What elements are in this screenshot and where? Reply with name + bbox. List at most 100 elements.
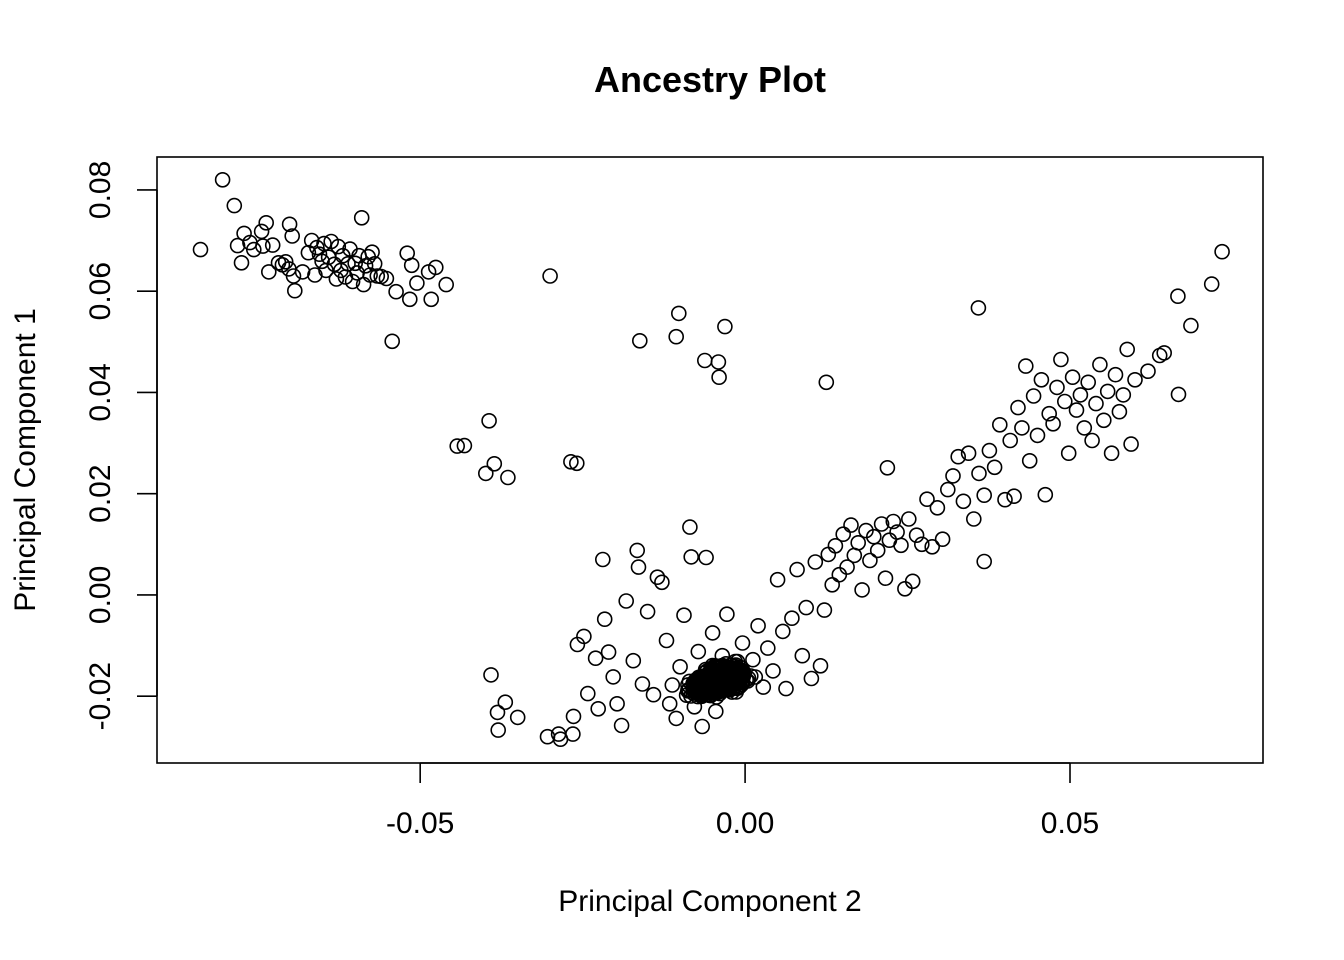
data-point xyxy=(698,549,714,566)
y-tick-label: -0.02 xyxy=(84,662,117,730)
data-point xyxy=(672,658,688,675)
data-point xyxy=(649,569,666,586)
y-axis: -0.02 0.00 0.02 0.04 0.06 0.08 xyxy=(84,161,158,730)
data-point xyxy=(344,273,361,290)
data-point xyxy=(924,538,941,555)
x-tick-label: 0.05 xyxy=(1041,807,1099,840)
data-point xyxy=(618,593,635,609)
data-point xyxy=(1021,452,1038,469)
data-point xyxy=(1092,356,1108,373)
data-point xyxy=(1006,488,1022,505)
data-point xyxy=(696,352,713,369)
data-point xyxy=(820,546,837,563)
data-point xyxy=(824,576,841,593)
data-point xyxy=(879,459,896,476)
data-point xyxy=(778,680,794,697)
data-point xyxy=(1107,366,1124,383)
data-point xyxy=(1033,371,1050,388)
data-point xyxy=(803,670,820,687)
data-point xyxy=(366,255,383,272)
x-axis: -0.05 0.00 0.05 xyxy=(386,762,1099,840)
data-point xyxy=(542,268,558,284)
data-point xyxy=(676,607,692,624)
data-point xyxy=(477,465,494,482)
data-point xyxy=(378,270,395,287)
data-point xyxy=(260,264,277,280)
data-point xyxy=(629,542,646,559)
y-tick-label: 0.02 xyxy=(84,464,117,522)
data-point xyxy=(670,305,687,322)
data-point xyxy=(294,264,311,280)
data-point xyxy=(839,559,855,575)
data-point xyxy=(1170,386,1187,403)
data-point xyxy=(877,570,894,587)
data-point xyxy=(850,534,867,551)
data-point xyxy=(913,536,930,553)
data-point xyxy=(858,522,874,539)
data-point xyxy=(1203,276,1220,292)
data-point xyxy=(854,582,870,598)
data-point xyxy=(1060,445,1077,462)
data-point xyxy=(945,468,961,484)
data-point xyxy=(678,687,695,704)
data-point xyxy=(340,255,356,272)
data-point xyxy=(789,561,805,578)
data-point xyxy=(233,254,250,271)
data-point xyxy=(755,679,772,695)
data-point xyxy=(658,632,675,649)
data-point xyxy=(311,246,328,262)
data-point xyxy=(1072,387,1089,403)
data-point xyxy=(427,259,444,276)
data-point xyxy=(634,676,651,692)
data-point xyxy=(807,554,824,570)
data-point xyxy=(724,684,740,700)
data-point xyxy=(734,635,751,651)
data-point xyxy=(690,643,707,660)
data-point xyxy=(388,283,404,300)
data-point xyxy=(423,291,440,308)
data-point xyxy=(784,610,800,627)
data-point xyxy=(307,267,323,283)
data-point xyxy=(489,704,506,721)
data-point xyxy=(908,527,925,544)
data-point xyxy=(645,686,662,703)
data-point xyxy=(596,611,613,628)
data-point xyxy=(976,487,993,504)
data-point xyxy=(609,695,625,712)
data-point xyxy=(700,678,717,694)
data-point xyxy=(997,491,1013,508)
data-point xyxy=(893,537,909,554)
data-point xyxy=(739,673,756,689)
y-axis-label: Principal Component 1 xyxy=(9,308,42,612)
data-point xyxy=(1064,369,1081,386)
data-point xyxy=(403,257,420,274)
data-point xyxy=(971,465,987,482)
data-point xyxy=(1068,402,1085,418)
data-point xyxy=(401,291,418,308)
data-point xyxy=(236,225,252,242)
y-tick-label: 0.00 xyxy=(84,566,117,624)
data-point xyxy=(630,559,647,575)
data-point xyxy=(869,542,886,559)
data-point xyxy=(449,438,466,454)
data-point xyxy=(328,271,345,287)
data-point xyxy=(353,210,370,226)
data-point xyxy=(831,566,848,583)
data-point xyxy=(986,459,1003,476)
data-point xyxy=(214,172,231,188)
data-point xyxy=(707,703,724,720)
data-point xyxy=(759,640,776,656)
data-point xyxy=(357,257,374,274)
data-point xyxy=(1002,432,1019,449)
data-point xyxy=(255,238,271,254)
data-point xyxy=(885,513,902,530)
data-point xyxy=(490,722,507,738)
data-point xyxy=(1103,445,1120,462)
y-tick-label: 0.04 xyxy=(84,363,117,421)
data-point xyxy=(1140,363,1156,380)
data-point xyxy=(1076,420,1093,436)
x-axis-label: Principal Component 2 xyxy=(558,885,862,918)
data-point xyxy=(955,493,972,510)
data-point xyxy=(1010,399,1026,416)
data-point xyxy=(769,571,786,588)
